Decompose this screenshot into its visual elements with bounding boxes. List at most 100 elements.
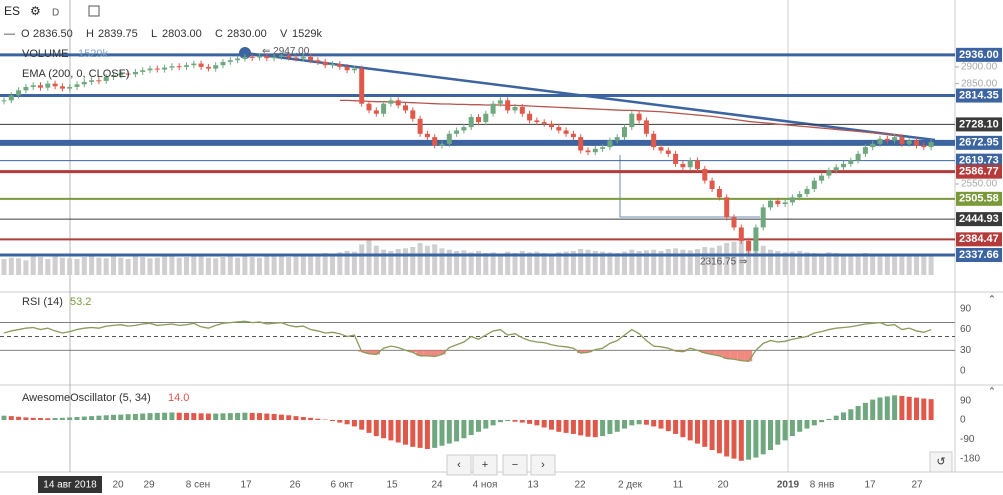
candle <box>629 113 635 128</box>
level-label: 2619.73 <box>959 155 999 167</box>
level-label-bg <box>956 88 1002 103</box>
scroll-left-button[interactable] <box>446 454 472 476</box>
ao-bar <box>432 419 438 448</box>
candle <box>643 120 649 134</box>
candle <box>417 118 423 134</box>
volume-bar <box>505 251 511 275</box>
ao-bar <box>366 419 372 433</box>
candle <box>841 163 846 168</box>
volume-bar <box>38 257 43 275</box>
collapse-icon[interactable]: ⌃ <box>988 295 996 306</box>
ao-bar <box>140 413 146 420</box>
candle <box>118 73 124 76</box>
candle <box>198 63 204 67</box>
zoom-out-button[interactable] <box>502 454 528 476</box>
volume-bar <box>527 252 533 275</box>
volume-bar <box>176 257 182 275</box>
volume-bar <box>315 254 321 275</box>
ao-bar <box>147 413 153 420</box>
ao-bar <box>782 419 788 441</box>
zoom-in-button[interactable] <box>472 454 498 476</box>
ao-bar <box>220 413 226 420</box>
candle <box>884 138 890 141</box>
level-label-bg <box>956 117 1002 132</box>
candle <box>636 113 642 121</box>
candle <box>74 84 80 87</box>
candle <box>111 75 116 77</box>
ao-current: 14.0 <box>168 392 189 404</box>
compare-icon[interactable] <box>88 5 100 17</box>
ao-bar <box>162 412 168 420</box>
settings-icon[interactable]: ⚙ <box>30 4 41 18</box>
volume-bar <box>132 256 138 275</box>
scroll-right-button[interactable] <box>530 454 556 476</box>
ao-bar <box>906 396 912 420</box>
volume-bar <box>651 249 657 275</box>
candle <box>191 63 197 66</box>
candle <box>527 113 533 121</box>
ao-bar <box>23 417 29 420</box>
ao-bar <box>308 417 314 420</box>
volume-bar <box>629 249 635 275</box>
candle <box>439 143 445 146</box>
volume-bar <box>337 252 343 275</box>
ao-bar <box>330 419 335 422</box>
volume-bar <box>570 251 576 275</box>
candle <box>308 56 314 61</box>
candle <box>227 60 233 62</box>
volume-bar <box>432 244 438 275</box>
ao-bar <box>702 419 708 447</box>
candle <box>614 137 620 141</box>
volume-bar <box>286 257 292 275</box>
volume-bar <box>870 254 876 275</box>
volume-bar <box>476 251 481 275</box>
candle <box>52 83 58 87</box>
date-label: 17 <box>240 480 252 491</box>
ao-bar <box>81 416 87 420</box>
ao-bar <box>483 419 489 429</box>
volume-bar <box>67 258 73 275</box>
candle <box>600 147 606 149</box>
candle <box>848 160 854 164</box>
ao-bar <box>862 402 868 420</box>
ao-bar <box>512 419 518 422</box>
level-label: 2444.93 <box>959 213 999 225</box>
candle <box>709 180 715 189</box>
collapse-icon[interactable]: ⌃ <box>988 387 996 398</box>
ao-bar <box>848 409 854 420</box>
candle <box>505 100 511 111</box>
level-label-bg <box>956 232 1002 247</box>
volume-bar <box>454 251 460 275</box>
volume-bar <box>147 258 153 275</box>
ao-bar <box>833 415 839 420</box>
symbol[interactable]: ES <box>4 4 20 18</box>
scroll-left-icon: ‹ <box>457 459 461 471</box>
ao-bar <box>914 397 919 420</box>
price-annotation: 2316.75 ⇒ <box>700 257 747 268</box>
ao-tick-label: -180 <box>960 453 980 464</box>
date-label: 14 авг 2018 <box>43 480 97 491</box>
ao-bar <box>527 419 533 424</box>
ao-bar <box>439 419 445 446</box>
level-label-bg <box>956 135 1002 150</box>
ao-bar <box>278 414 284 420</box>
ao-bar <box>921 398 927 420</box>
volume-bar <box>556 252 562 275</box>
candle <box>826 170 832 176</box>
reset-button[interactable] <box>929 451 953 473</box>
candle <box>432 137 438 146</box>
volume-bar <box>271 255 277 275</box>
volume-bar <box>804 252 810 275</box>
volume-bar <box>242 255 248 275</box>
candle <box>804 188 810 195</box>
volume-bar <box>819 253 825 275</box>
volume-bar <box>797 251 803 275</box>
ao-bar <box>578 419 584 436</box>
volume-bar <box>775 251 781 275</box>
ao-bar <box>680 419 686 438</box>
volume-bar <box>497 253 503 275</box>
interval[interactable]: D <box>52 8 59 19</box>
volume-bar <box>366 240 372 275</box>
volume-bar <box>74 259 80 275</box>
candle <box>264 56 270 59</box>
